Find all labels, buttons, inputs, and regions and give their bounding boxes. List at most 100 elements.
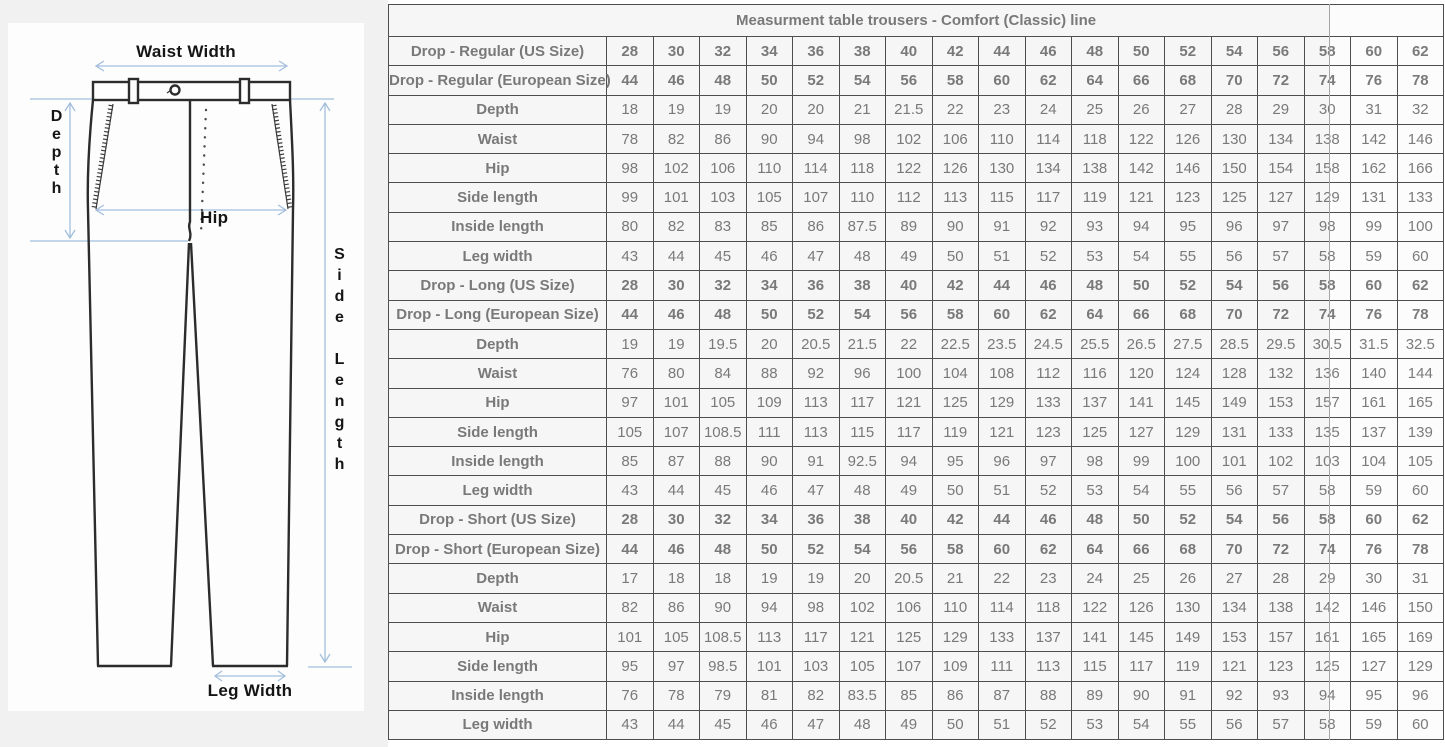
value-cell: 131 [1350, 182, 1398, 213]
value-cell: 109 [745, 387, 793, 418]
value-cell: 119 [1164, 651, 1212, 682]
measurement-table-body: Measurment table trousers - Comfort (Cla… [387, 4, 1445, 741]
value-cell: 72 [1257, 534, 1305, 565]
value-cell: 93 [1071, 211, 1119, 243]
value-cell: 133 [1257, 416, 1305, 448]
value-cell: 85 [745, 211, 793, 243]
value-cell: 113 [792, 416, 840, 448]
value-cell: 60 [1350, 270, 1398, 301]
value-cell: 101 [745, 651, 793, 682]
value-cell: 99 [1117, 446, 1165, 477]
value-cell: 118 [1071, 123, 1119, 155]
value-cell: 108.5 [699, 621, 747, 653]
value-cell: 117 [885, 416, 933, 448]
value-cell: 64 [1071, 65, 1119, 96]
value-cell: 42 [931, 35, 979, 67]
value-cell: 110 [838, 182, 886, 213]
value-cell: 56 [1257, 35, 1305, 67]
value-cell: 102 [1257, 446, 1305, 477]
value-cell: 49 [885, 709, 933, 741]
table-title-row: Measurment table trousers - Comfort (Cla… [387, 4, 1445, 37]
value-cell: 145 [1117, 621, 1165, 653]
value-cell: 81 [745, 680, 793, 711]
value-cell: 51 [978, 475, 1026, 506]
value-cell: 59 [1350, 475, 1398, 506]
hip-label: Hip [200, 208, 229, 227]
value-cell: 100 [1396, 211, 1445, 243]
value-cell: 90 [931, 211, 979, 243]
value-cell: 105 [745, 182, 793, 213]
row-label: Waist [388, 592, 607, 623]
value-cell: 82 [606, 592, 654, 623]
measure-row: Hip 97 101 105 109 113 117 121 125 129 133 137 141 14… [388, 387, 1445, 418]
value-cell: 48 [1071, 35, 1119, 67]
row-label: Hip [388, 153, 607, 184]
value-cell: 142 [1303, 592, 1351, 623]
value-cell: 157 [1257, 621, 1305, 653]
value-cell: 113 [1024, 651, 1072, 682]
value-cell: 20 [838, 563, 886, 594]
value-cell: 22 [931, 94, 979, 125]
value-cell: 96 [978, 446, 1026, 477]
value-cell: 119 [1071, 182, 1119, 213]
value-cell: 93 [1257, 680, 1305, 711]
value-cell: 50 [931, 709, 979, 741]
value-cell: 165 [1350, 621, 1398, 653]
value-cell: 60 [1396, 241, 1445, 272]
value-cell: 62 [1024, 299, 1072, 330]
value-cell: 125 [931, 387, 979, 418]
value-cell: 46 [745, 709, 793, 741]
value-cell: 146 [1396, 123, 1445, 155]
value-cell: 46 [1024, 35, 1072, 67]
value-cell: 94 [1117, 211, 1165, 243]
table-title: Measurment table trousers - Comfort (Cla… [387, 4, 1445, 37]
value-cell: 52 [1024, 709, 1072, 741]
value-cell: 58 [1303, 475, 1351, 506]
value-cell: 82 [792, 680, 840, 711]
measure-row: Waist 82 86 90 94 98 102 106 110 114 118 122 126 130 1… [388, 592, 1445, 623]
value-cell: 123 [1164, 182, 1212, 213]
value-cell: 125 [1210, 182, 1258, 213]
value-cell: 58 [931, 65, 979, 96]
value-cell: 42 [931, 270, 979, 301]
value-cell: 53 [1071, 241, 1119, 272]
value-cell: 129 [978, 387, 1026, 418]
value-cell: 32 [1396, 94, 1445, 125]
value-cell: 115 [1071, 651, 1119, 682]
value-cell: 104 [1350, 446, 1398, 477]
row-label: Inside length [388, 211, 607, 243]
value-cell: 108 [978, 358, 1026, 389]
value-cell: 125 [1071, 416, 1119, 448]
value-cell: 138 [1257, 592, 1305, 623]
value-cell: 87 [978, 680, 1026, 711]
value-cell: 149 [1210, 387, 1258, 418]
value-cell: 47 [792, 475, 840, 506]
value-cell: 21.5 [838, 328, 886, 360]
value-cell: 55 [1164, 475, 1212, 506]
value-cell: 30 [652, 270, 700, 301]
value-cell: 34 [745, 270, 793, 301]
value-cell: 28 [606, 35, 654, 67]
value-cell: 27 [1210, 563, 1258, 594]
value-cell: 166 [1396, 153, 1445, 184]
value-cell: 48 [699, 534, 747, 565]
value-cell: 97 [1257, 211, 1305, 243]
value-cell: 117 [1117, 651, 1165, 682]
value-cell: 113 [745, 621, 793, 653]
value-cell: 58 [1303, 241, 1351, 272]
value-cell: 74 [1303, 299, 1351, 330]
value-cell: 154 [1257, 153, 1305, 184]
depth-label: Depth [48, 108, 65, 198]
value-cell: 98 [606, 153, 654, 184]
row-label: Depth [388, 563, 607, 594]
value-cell: 70 [1210, 65, 1258, 96]
value-cell: 18 [699, 563, 747, 594]
value-cell: 138 [1071, 153, 1119, 184]
value-cell: 46 [652, 534, 700, 565]
value-cell: 21 [931, 563, 979, 594]
row-label: Waist [388, 358, 607, 389]
size-header-row: Drop - Short (European Size) 44 46 48 50 52 54… [388, 534, 1445, 565]
value-cell: 43 [606, 475, 654, 506]
value-cell: 46 [745, 241, 793, 272]
row-label: Hip [388, 387, 607, 418]
